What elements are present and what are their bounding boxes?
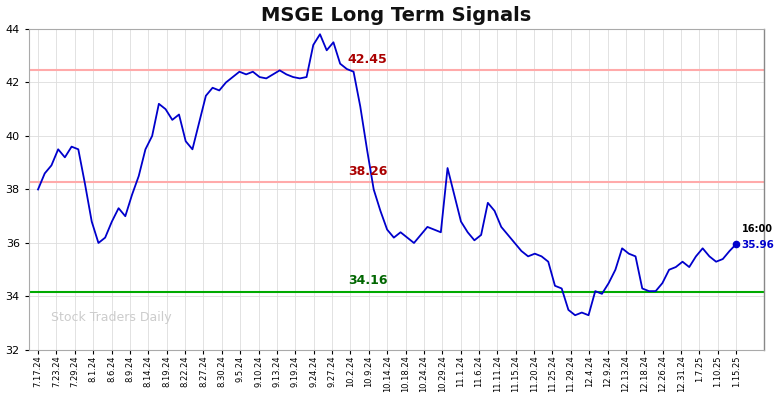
Text: Stock Traders Daily: Stock Traders Daily — [51, 311, 172, 324]
Text: 35.96: 35.96 — [742, 240, 775, 250]
Title: MSGE Long Term Signals: MSGE Long Term Signals — [261, 6, 532, 25]
Text: 16:00: 16:00 — [742, 224, 773, 234]
Text: 34.16: 34.16 — [348, 274, 387, 287]
Text: 38.26: 38.26 — [348, 165, 387, 178]
Point — [730, 241, 742, 247]
Text: 42.45: 42.45 — [348, 53, 387, 66]
